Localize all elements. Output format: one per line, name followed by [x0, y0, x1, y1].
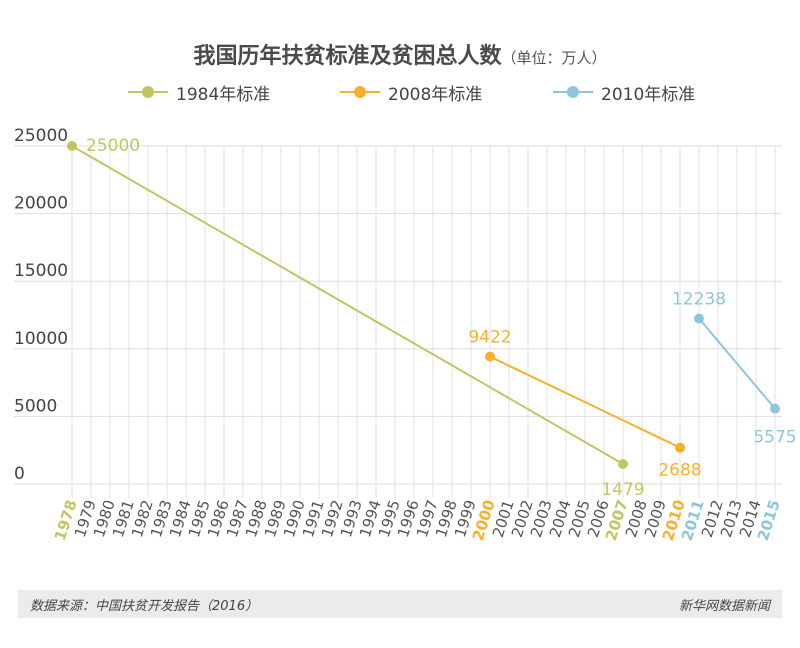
- chart-unit: （单位：万人）: [501, 49, 607, 67]
- data-point: [770, 403, 780, 414]
- y-tick-label: 15000: [14, 261, 68, 281]
- legend-marker-2010: [553, 86, 593, 98]
- brand-credit: 新华网数据新闻: [678, 599, 770, 614]
- y-tick-label: 20000: [14, 194, 68, 214]
- legend-marker-1984: [128, 86, 168, 98]
- series-line: [698, 317, 776, 410]
- legend-item-1984: 1984年标准: [128, 80, 271, 105]
- data-label: 12238: [672, 290, 726, 310]
- data-label: 5575: [753, 428, 796, 448]
- y-tick-label: 10000: [14, 329, 68, 349]
- line-chart: 0500010000150002000025000197819791980198…: [14, 126, 797, 543]
- footer-bar: 数据来源：中国扶贫开发报告（2016） 新华网数据新闻: [18, 590, 782, 618]
- data-point: [675, 442, 685, 453]
- y-tick-label: 25000: [14, 126, 68, 146]
- legend-item-2008: 2008年标准: [340, 80, 483, 105]
- data-point: [694, 313, 704, 324]
- chart-title-block: 我国历年扶贫标准及贫困总人数（单位：万人）: [0, 38, 800, 70]
- legend-label-2008: 2008年标准: [388, 84, 483, 105]
- y-tick-label: 0: [14, 464, 25, 484]
- legend-label-2010: 2010年标准: [601, 84, 696, 105]
- legend-marker-2008: [340, 86, 380, 98]
- data-label: 2688: [658, 461, 701, 481]
- data-point: [67, 141, 77, 151]
- legend-label-1984: 1984年标准: [176, 84, 271, 105]
- chart-title: 我国历年扶贫标准及贫困总人数: [193, 44, 502, 69]
- y-tick-label: 5000: [14, 396, 57, 416]
- series-line: [71, 145, 624, 465]
- source-note: 数据来源：中国扶贫开发报告（2016）: [30, 599, 259, 614]
- data-label: 1479: [601, 480, 644, 500]
- data-label: 9422: [468, 328, 511, 348]
- data-label: 25000: [86, 136, 140, 156]
- data-point: [485, 351, 495, 362]
- legend-item-2010: 2010年标准: [553, 80, 696, 105]
- series-line: [489, 355, 681, 449]
- data-point: [618, 459, 628, 470]
